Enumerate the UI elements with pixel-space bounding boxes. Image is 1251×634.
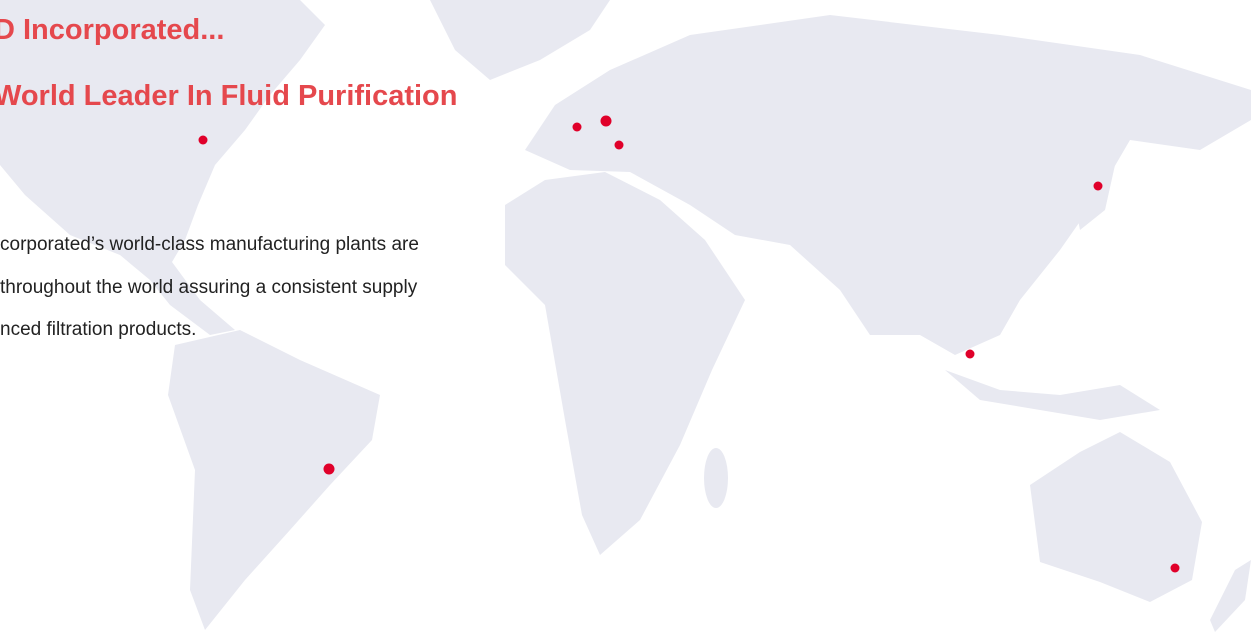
south-america (168, 330, 380, 630)
location-dot (198, 135, 208, 145)
new-zealand (1210, 560, 1251, 632)
australia (1030, 432, 1202, 602)
subtitle: World Leader In Fluid Purification (0, 80, 458, 112)
location-dot (614, 140, 624, 150)
location-dot (600, 115, 612, 127)
madagascar (704, 448, 728, 508)
africa (505, 172, 745, 555)
body-line: nced filtration products. (0, 319, 197, 340)
indonesia (945, 370, 1160, 420)
location-dot (1170, 563, 1180, 573)
body-line: corporated’s world-class manufacturing p… (0, 234, 419, 255)
body-line: throughout the world assuring a consiste… (0, 277, 418, 298)
greenland (430, 0, 610, 80)
title: D Incorporated... (0, 14, 225, 46)
location-dot (323, 463, 335, 475)
eurasia (525, 15, 1251, 355)
japan (1075, 150, 1115, 230)
location-dot (965, 349, 975, 359)
north-america (0, 0, 325, 335)
location-dot (1093, 181, 1103, 191)
location-dot (572, 122, 582, 132)
